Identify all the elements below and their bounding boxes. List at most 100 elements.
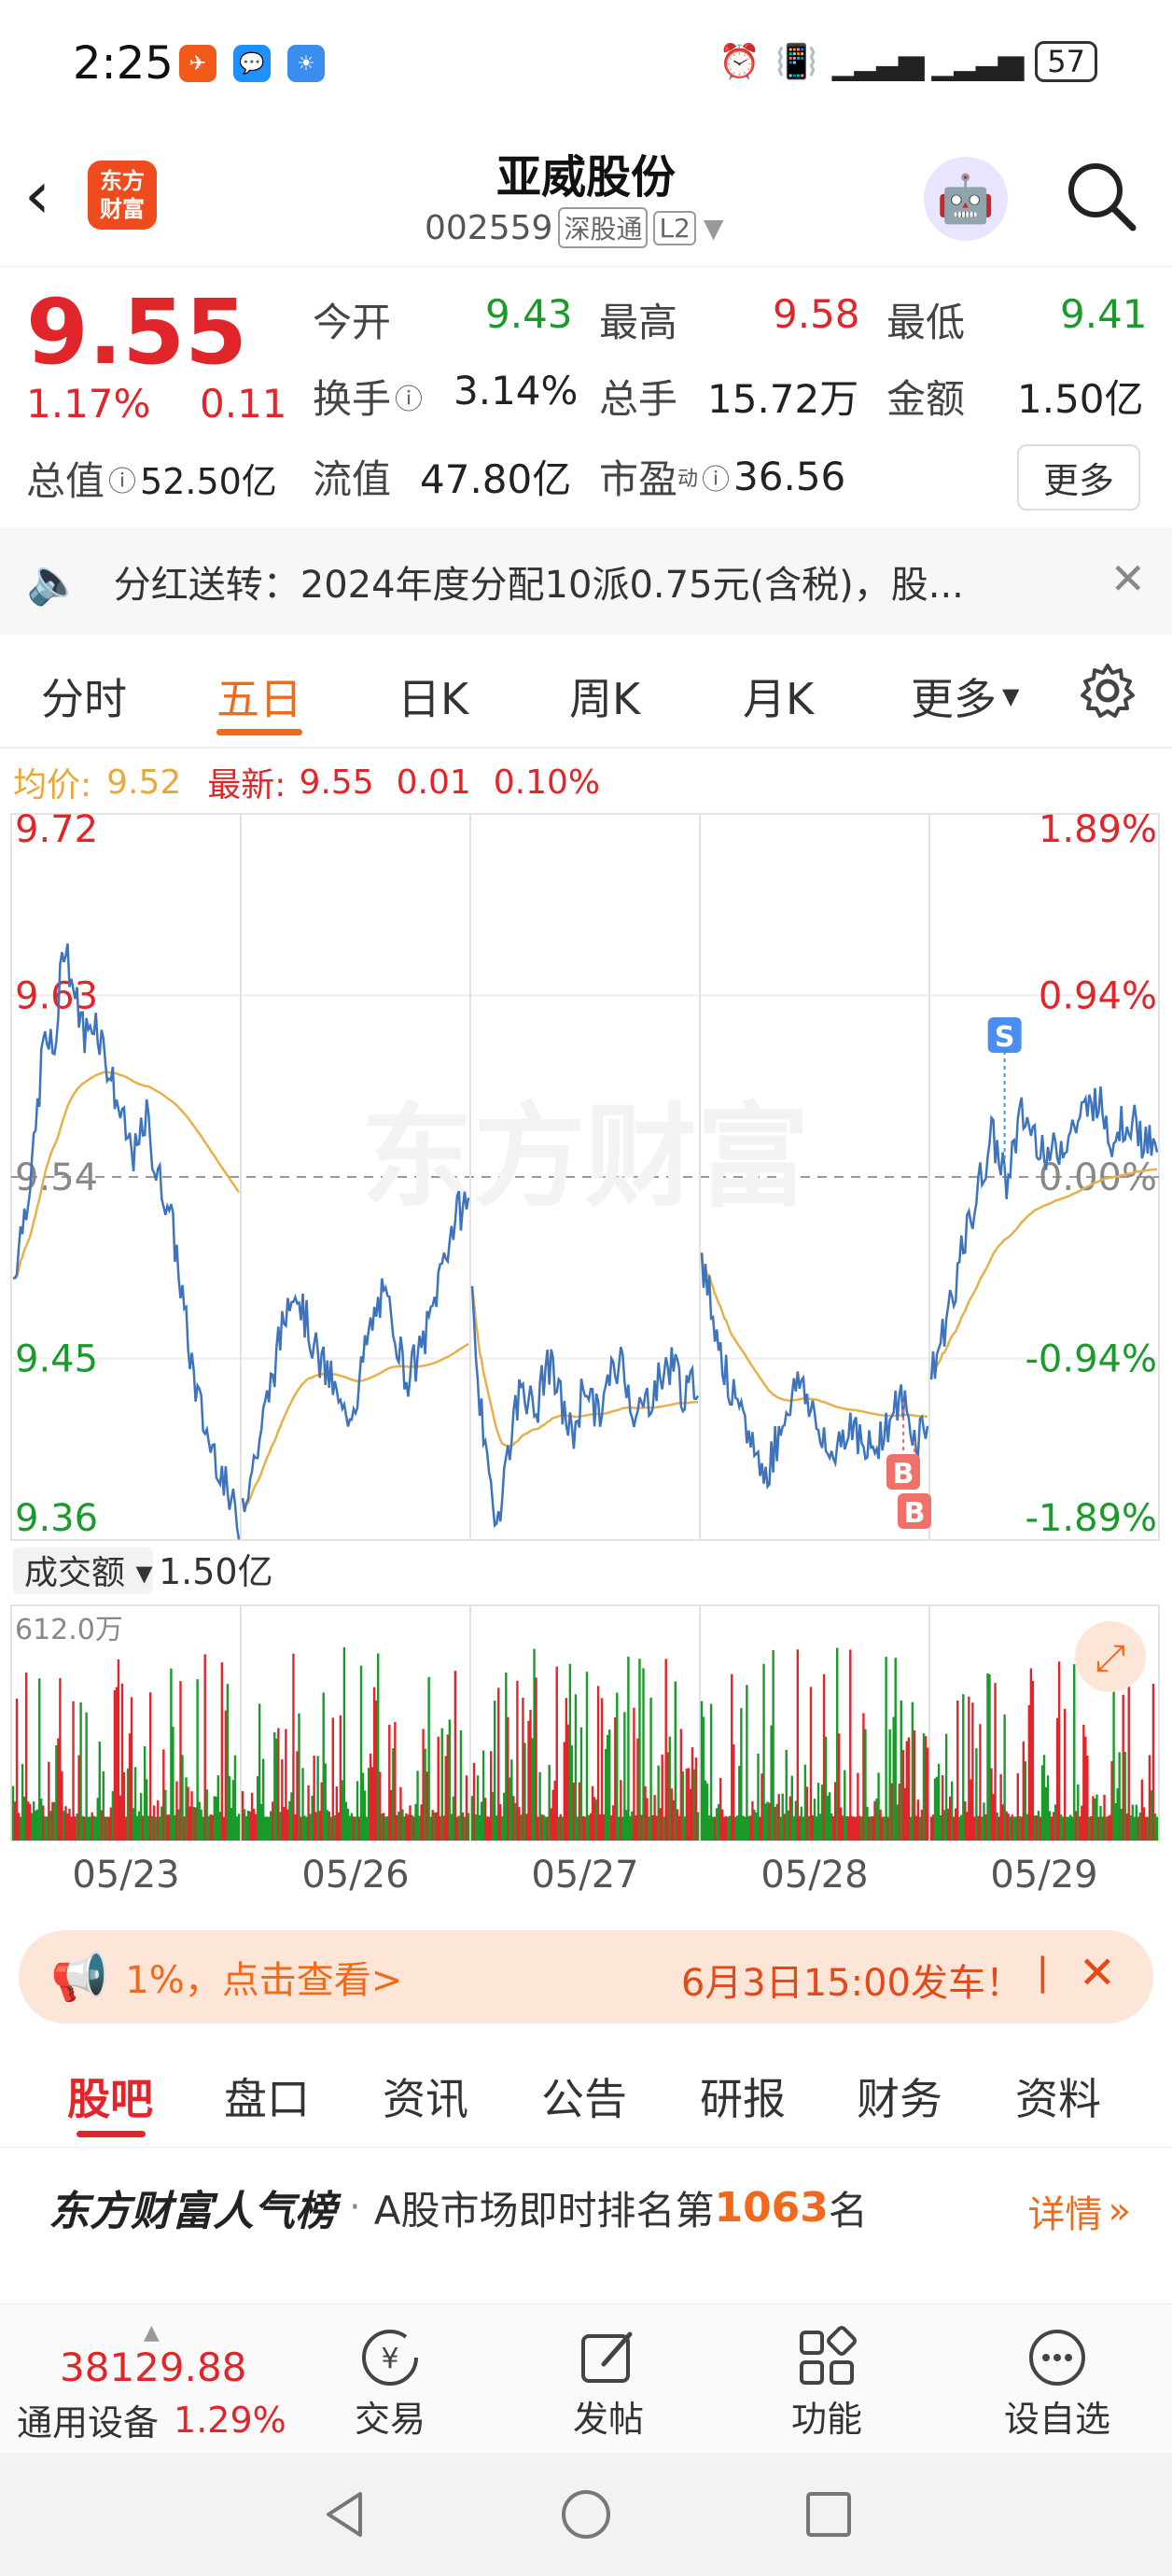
popularity-ranking[interactable]: 东方财富人气榜 · A股市场即时排名第 1063 名 详情» bbox=[0, 2156, 1172, 2259]
stock-code: 002559 bbox=[425, 208, 553, 247]
x-date-label: 05/27 bbox=[531, 1854, 638, 1897]
x-date-label: 05/23 bbox=[72, 1854, 179, 1897]
amount-label: 金额 bbox=[886, 376, 966, 422]
volume-total: 1.50亿 bbox=[159, 1551, 273, 1592]
promo-banner[interactable]: 📢 1%，点击查看> 6月3日15:00发车！ | ✕ bbox=[19, 1930, 1153, 2023]
more-quote-button[interactable]: 更多 bbox=[1017, 444, 1141, 511]
speaker-icon: 🔈 bbox=[26, 555, 82, 608]
high-label: 最高 bbox=[599, 300, 678, 345]
code-dropdown-icon[interactable]: ▼ bbox=[703, 212, 724, 244]
close-promo-icon[interactable]: ✕ bbox=[1078, 1947, 1116, 1999]
y-left-tick: 9.36 bbox=[15, 1497, 98, 1540]
latest-change-pct: 0.10% bbox=[493, 763, 601, 802]
signal2-icon: ▁▂▃▅ bbox=[931, 42, 1025, 81]
y-right-tick: 0.94% bbox=[1039, 975, 1157, 1018]
promo-divider: | bbox=[1036, 1951, 1049, 1994]
tab-monthly-k[interactable]: 月K bbox=[743, 674, 815, 724]
nav-functions[interactable]: 功能 bbox=[789, 2325, 864, 2442]
turnover-info-icon[interactable]: ⓘ bbox=[395, 383, 424, 416]
quote-panel: 9.55 1.17% 0.11 总值 ⓘ 52.50亿 今开 9.43 最高 9… bbox=[0, 271, 1172, 523]
volume-bars bbox=[11, 1646, 1159, 1841]
hot-detail-link[interactable]: 详情» bbox=[1027, 2190, 1131, 2236]
expand-chart-button bbox=[1075, 1621, 1146, 1692]
latest-label: 最新: bbox=[207, 766, 286, 805]
average-price-line bbox=[12, 1071, 241, 1280]
tab-announcements[interactable]: 公告 bbox=[541, 2074, 627, 2124]
pe-info-icon[interactable]: ⓘ bbox=[702, 463, 731, 497]
trade-marker-badge bbox=[898, 1493, 931, 1529]
dividend-notice[interactable]: 🔈 分红送转：2024年度分配10派0.75元(含税)，股... ✕ bbox=[0, 527, 1172, 635]
average-price-line bbox=[929, 1168, 1158, 1380]
system-recents-icon[interactable] bbox=[801, 2486, 857, 2542]
nav-post[interactable]: 发帖 bbox=[571, 2325, 646, 2442]
amount-value: 1.50亿 bbox=[1017, 376, 1144, 422]
grid-icon bbox=[789, 2325, 864, 2390]
back-icon[interactable]: ‹ bbox=[24, 157, 50, 233]
avg-value: 9.52 bbox=[106, 763, 182, 802]
more-dots-icon bbox=[1020, 2325, 1095, 2390]
price-line bbox=[241, 1190, 470, 1513]
close-notice-icon[interactable]: ✕ bbox=[1109, 553, 1146, 604]
turnover-label: 换手 bbox=[313, 376, 392, 422]
y-left-tick: 9.72 bbox=[15, 808, 98, 851]
x-date-label: 05/29 bbox=[990, 1854, 1097, 1897]
nav-add-watchlist[interactable]: 设自选 bbox=[1004, 2325, 1110, 2442]
content-tabs: 股吧 盘口 资讯 公告 研报 财务 资料 bbox=[0, 2039, 1172, 2148]
latest-change: 0.01 bbox=[396, 763, 471, 802]
chart-canvas[interactable]: 东方财富 9.72 1.89% 9.63 0.94% 9.54 0.00% 9.45 -0.94… bbox=[0, 747, 1172, 1913]
tab-profile[interactable]: 资料 bbox=[1015, 2074, 1101, 2124]
tab-intraday[interactable]: 分时 bbox=[41, 674, 127, 724]
notification-app-icon: ✈ bbox=[179, 45, 216, 82]
weather-app-icon: ☀ bbox=[287, 45, 325, 82]
robot-assistant-icon[interactable]: 🤖 bbox=[924, 157, 1008, 241]
y-right-tick: -1.89% bbox=[1025, 1497, 1157, 1540]
y-left-tick: 9.63 bbox=[15, 975, 98, 1018]
avg-label: 均价: bbox=[13, 766, 92, 805]
chart-watermark: 东方财富 bbox=[361, 1093, 809, 1223]
vibrate-icon: 📳 bbox=[774, 43, 817, 81]
low-value: 9.41 bbox=[1060, 291, 1148, 337]
average-price-line bbox=[700, 1253, 928, 1418]
tab-guba[interactable]: 股吧 bbox=[67, 2074, 153, 2124]
promo-left-text: 1%，点击查看> bbox=[125, 1959, 403, 2002]
tab-five-day[interactable]: 五日 bbox=[216, 674, 302, 724]
volume-type-label: 成交额 ▾ bbox=[24, 1554, 153, 1592]
current-price: 9.55 bbox=[26, 280, 247, 385]
price-line bbox=[929, 1086, 1159, 1380]
low-label: 最低 bbox=[886, 300, 966, 345]
index-widget[interactable]: ▲ 38129.88 通用设备 1.29% bbox=[17, 2321, 286, 2445]
tab-order-book[interactable]: 盘口 bbox=[224, 2074, 310, 2124]
tab-more[interactable]: 更多 ▼ bbox=[911, 674, 1020, 724]
chart-settings-gear-icon[interactable] bbox=[1079, 662, 1137, 723]
status-time: 2:25 bbox=[73, 37, 174, 90]
eastmoney-logo: 东方 财富 bbox=[88, 161, 157, 230]
five-day-chart[interactable]: 均价: 9.52 最新: 9.55 0.01 0.10% 东方财富 9.72 1.8… bbox=[0, 747, 1172, 1913]
tab-weekly-k[interactable]: 周K bbox=[569, 674, 641, 724]
tab-news[interactable]: 资讯 bbox=[383, 2074, 468, 2124]
search-icon[interactable] bbox=[1064, 159, 1138, 237]
tab-research[interactable]: 研报 bbox=[700, 2074, 786, 2124]
x-date-label: 05/28 bbox=[760, 1854, 868, 1897]
system-home-icon[interactable] bbox=[558, 2486, 614, 2542]
stock-name: 亚威股份 bbox=[495, 151, 676, 203]
more-dropdown-icon: ▼ bbox=[1002, 683, 1020, 709]
active-tab-indicator bbox=[216, 729, 302, 735]
y-right-tick: -0.94% bbox=[1025, 1338, 1157, 1381]
double-chevron-icon: » bbox=[1108, 2190, 1131, 2233]
average-price-line bbox=[241, 1342, 469, 1507]
notice-text: 分红送转：2024年度分配10派0.75元(含税)，股... bbox=[113, 563, 964, 607]
nav-trade[interactable]: ¥ 交易 bbox=[353, 2325, 427, 2442]
hot-text: A股市场即时排名第 bbox=[373, 2187, 715, 2233]
system-back-icon[interactable] bbox=[317, 2486, 373, 2542]
level2-badge: L2 bbox=[653, 210, 696, 245]
trade-marker-badge bbox=[886, 1454, 920, 1490]
x-date-label: 05/26 bbox=[301, 1854, 409, 1897]
tab-daily-k[interactable]: 日K bbox=[398, 674, 469, 724]
open-label: 今开 bbox=[313, 300, 392, 345]
tab-financials[interactable]: 财务 bbox=[857, 2074, 942, 2124]
volume-max-label: 612.0万 bbox=[15, 1614, 123, 1646]
volume-type-select bbox=[13, 1547, 153, 1594]
info-icon[interactable]: ⓘ bbox=[108, 465, 137, 498]
message-app-icon: 💬 bbox=[233, 45, 271, 82]
edit-icon bbox=[571, 2325, 646, 2390]
